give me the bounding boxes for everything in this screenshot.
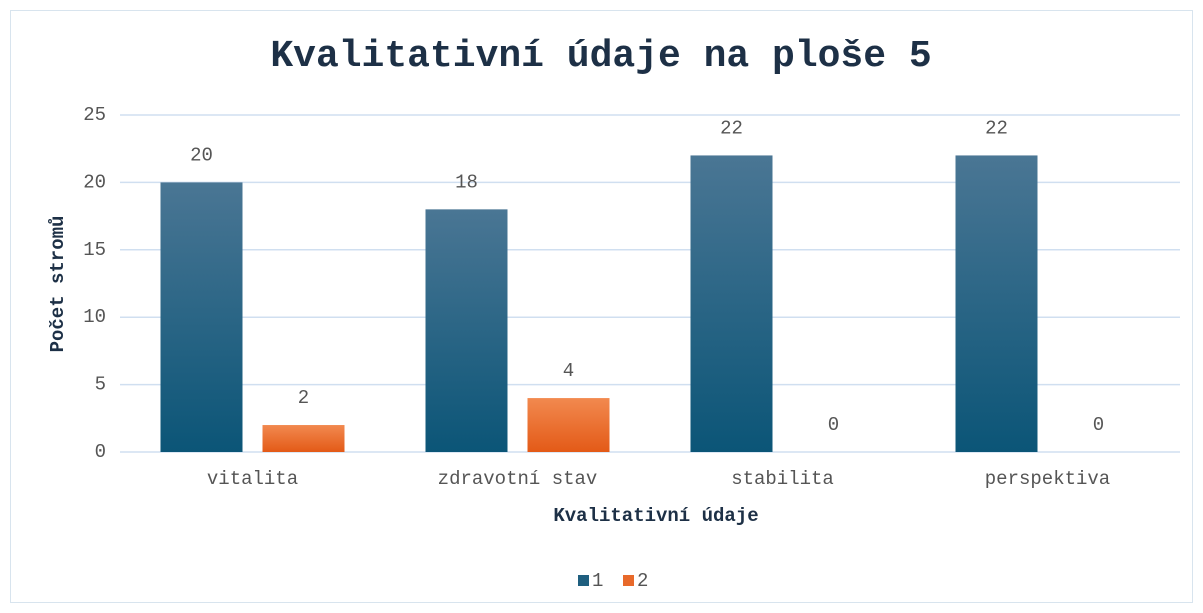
legend-label: 1 (592, 570, 603, 592)
data-label: 22 (985, 117, 1008, 139)
y-tick-label: 0 (95, 441, 106, 463)
legend-swatch (578, 575, 589, 586)
data-label: 4 (563, 360, 574, 382)
chart-title: Kvalitativní údaje na ploše 5 (270, 35, 931, 78)
data-label: 20 (190, 144, 213, 166)
bar (425, 209, 508, 452)
bar (160, 182, 243, 452)
legend-swatch (623, 575, 634, 586)
bar (955, 155, 1038, 452)
bar (690, 155, 773, 452)
y-axis-label: Počet stromů (47, 216, 69, 353)
y-tick-label: 15 (83, 239, 106, 261)
data-label: 0 (828, 414, 839, 436)
x-tick-label: vitalita (207, 468, 298, 490)
x-tick-label: zdravotní stav (438, 468, 598, 490)
y-tick-label: 25 (83, 104, 106, 126)
legend-label: 2 (637, 570, 648, 592)
x-axis-label: Kvalitativní údaje (553, 505, 758, 527)
x-tick-label: perspektiva (985, 468, 1110, 490)
y-tick-label: 20 (83, 171, 106, 193)
data-label: 18 (455, 171, 478, 193)
bar (527, 398, 610, 452)
data-label: 2 (298, 387, 309, 409)
y-tick-label: 10 (83, 306, 106, 328)
y-tick-label: 5 (95, 374, 106, 396)
data-label: 0 (1093, 414, 1104, 436)
x-tick-label: stabilita (731, 468, 834, 490)
data-label: 22 (720, 117, 743, 139)
bar (262, 425, 345, 452)
